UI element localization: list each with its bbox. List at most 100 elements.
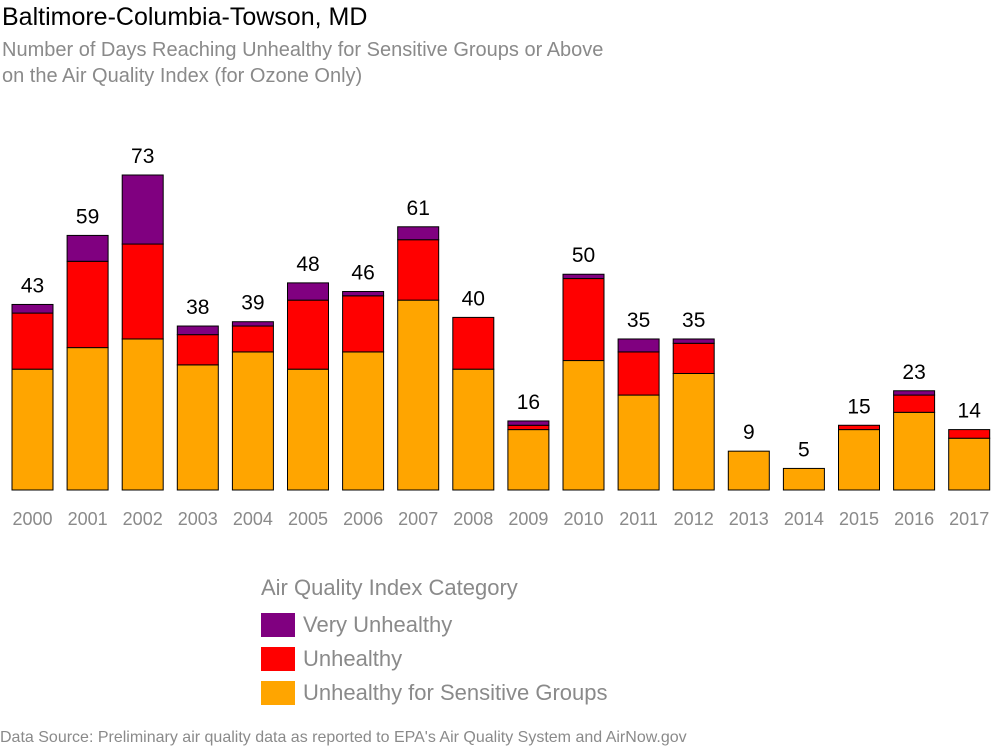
x-tick-label-2009: 2009 xyxy=(508,509,548,529)
bar-segment-2003-unhealthy-for-sensitive-groups xyxy=(176,364,219,491)
bar-segment-2006-unhealthy-for-sensitive-groups xyxy=(342,351,385,491)
bar-segment-2001-unhealthy-for-sensitive-groups xyxy=(66,347,109,491)
total-label-2007: 61 xyxy=(407,197,430,220)
legend-label-sensitive-groups: Unhealthy for Sensitive Groups xyxy=(303,680,608,705)
bar-segment-2016-unhealthy-for-sensitive-groups xyxy=(893,411,936,491)
bar-segment-2017-unhealthy-for-sensitive-groups xyxy=(948,437,991,491)
x-tick-label-2016: 2016 xyxy=(894,509,934,529)
total-label-2002: 73 xyxy=(131,145,154,168)
legend-item-very-unhealthy: Very Unhealthy xyxy=(261,608,608,642)
bar-segment-2002-very-unhealthy xyxy=(121,174,164,245)
bar-segment-2004-very-unhealthy xyxy=(231,321,274,327)
total-label-2012: 35 xyxy=(682,309,705,332)
x-tick-label-2015: 2015 xyxy=(839,509,879,529)
bar-segment-2007-very-unhealthy xyxy=(397,226,440,241)
x-tick-label-2003: 2003 xyxy=(178,509,218,529)
legend-swatch-sensitive-groups xyxy=(261,681,295,705)
bar-segment-2001-very-unhealthy xyxy=(66,234,109,262)
x-tick-label-2017: 2017 xyxy=(949,509,989,529)
bar-segment-2009-very-unhealthy xyxy=(507,420,550,426)
bar-segment-2013-unhealthy-for-sensitive-groups xyxy=(727,450,770,491)
legend: Air Quality Index Category Very Unhealth… xyxy=(261,575,608,710)
bar-segment-2010-very-unhealthy xyxy=(562,273,605,280)
legend-swatch-unhealthy xyxy=(261,647,295,671)
bar-segment-2005-unhealthy xyxy=(287,299,329,370)
total-label-2016: 23 xyxy=(902,361,925,384)
total-label-2013: 9 xyxy=(743,421,755,444)
bar-segment-2011-unhealthy-for-sensitive-groups xyxy=(617,394,660,491)
bar-segment-2005-unhealthy-for-sensitive-groups xyxy=(287,368,329,491)
bar-segment-2004-unhealthy xyxy=(231,325,274,353)
bar-segment-2002-unhealthy xyxy=(121,243,164,340)
bar-segment-2008-unhealthy-for-sensitive-groups xyxy=(452,368,495,491)
bar-segment-2001-unhealthy xyxy=(66,260,109,349)
bar-segment-2010-unhealthy xyxy=(562,278,605,362)
total-label-2006: 46 xyxy=(351,262,374,285)
data-source-note: Data Source: Preliminary air quality dat… xyxy=(0,729,687,746)
bar-segment-2014-unhealthy-for-sensitive-groups xyxy=(782,467,825,491)
total-label-2003: 38 xyxy=(186,296,209,319)
total-label-2009: 16 xyxy=(517,391,540,414)
x-tick-label-2012: 2012 xyxy=(674,509,714,529)
bar-segment-2012-unhealthy-for-sensitive-groups xyxy=(672,372,715,491)
bar-segment-2007-unhealthy xyxy=(397,239,440,301)
bar-segment-2015-unhealthy-for-sensitive-groups xyxy=(838,429,880,491)
total-label-2011: 35 xyxy=(627,309,650,332)
bar-segment-2000-unhealthy-for-sensitive-groups xyxy=(11,368,54,491)
total-label-2008: 40 xyxy=(462,287,485,310)
bar-segment-2002-unhealthy-for-sensitive-groups xyxy=(121,338,164,491)
total-label-group: 43 59 73 38 39 48 46 61 40 16 50 35 35 9 5 15 23 14 xyxy=(21,145,981,461)
bar-group xyxy=(11,174,991,491)
bar-segment-2006-unhealthy xyxy=(342,295,385,353)
legend-label-unhealthy: Unhealthy xyxy=(303,646,403,671)
legend-swatch-very-unhealthy xyxy=(261,613,295,637)
bar-segment-2007-unhealthy-for-sensitive-groups xyxy=(397,299,440,491)
chart-subtitle: Number of Days Reaching Unhealthy for Se… xyxy=(2,39,604,87)
bar-segment-2003-very-unhealthy xyxy=(176,325,219,336)
x-tick-label-2006: 2006 xyxy=(343,509,383,529)
x-tick-label-2007: 2007 xyxy=(398,509,438,529)
x-tick-label-2014: 2014 xyxy=(784,509,824,529)
bar-segment-2016-very-unhealthy xyxy=(893,390,936,396)
bar-segment-2009-unhealthy-for-sensitive-groups xyxy=(507,429,550,491)
bar-segment-2017-unhealthy xyxy=(948,429,991,439)
x-tick-label-2010: 2010 xyxy=(563,509,603,529)
x-tick-label-2005: 2005 xyxy=(288,509,328,529)
total-label-2015: 15 xyxy=(847,395,870,418)
bar-segment-2010-unhealthy-for-sensitive-groups xyxy=(562,360,605,491)
bar-segment-2003-unhealthy xyxy=(176,334,219,366)
total-label-2017: 14 xyxy=(958,400,982,423)
total-label-2010: 50 xyxy=(572,244,595,267)
x-tick-label-2008: 2008 xyxy=(453,509,493,529)
bar-segment-2009-unhealthy xyxy=(507,424,550,431)
bar-segment-2011-very-unhealthy xyxy=(617,338,660,353)
x-tick-label-2013: 2013 xyxy=(729,509,769,529)
bar-segment-2016-unhealthy xyxy=(893,394,936,413)
legend-label-very-unhealthy: Very Unhealthy xyxy=(303,612,453,637)
x-tick-label-2004: 2004 xyxy=(233,509,273,529)
total-label-2000: 43 xyxy=(21,274,44,297)
bar-segment-2000-very-unhealthy xyxy=(11,303,54,314)
x-tick-label-2002: 2002 xyxy=(123,509,163,529)
bar-segment-2004-unhealthy-for-sensitive-groups xyxy=(231,351,274,491)
bar-segment-2012-unhealthy xyxy=(672,342,715,374)
bar-segment-2008-unhealthy xyxy=(452,316,495,370)
bar-segment-2006-very-unhealthy xyxy=(342,291,385,297)
bar-segment-2012-very-unhealthy xyxy=(672,338,715,344)
x-tick-label-2000: 2000 xyxy=(12,509,52,529)
total-label-2001: 59 xyxy=(76,205,99,228)
total-label-2004: 39 xyxy=(241,292,264,315)
total-label-2014: 5 xyxy=(798,438,810,461)
legend-item-unhealthy: Unhealthy xyxy=(261,642,608,676)
chart-title: Baltimore-Columbia-Towson, MD xyxy=(2,3,368,31)
x-axis-ticks: 2000 2001 2002 2003 2004 2005 2006 2007 2008 2009… xyxy=(12,509,989,529)
x-tick-label-2011: 2011 xyxy=(619,509,658,529)
total-label-2005: 48 xyxy=(296,253,319,276)
bar-segment-2011-unhealthy xyxy=(617,351,660,396)
bar-segment-2015-unhealthy xyxy=(838,424,880,431)
legend-item-sensitive-groups: Unhealthy for Sensitive Groups xyxy=(261,676,608,710)
bar-segment-2000-unhealthy xyxy=(11,312,54,370)
legend-title: Air Quality Index Category xyxy=(261,575,518,600)
x-tick-label-2001: 2001 xyxy=(68,509,108,529)
